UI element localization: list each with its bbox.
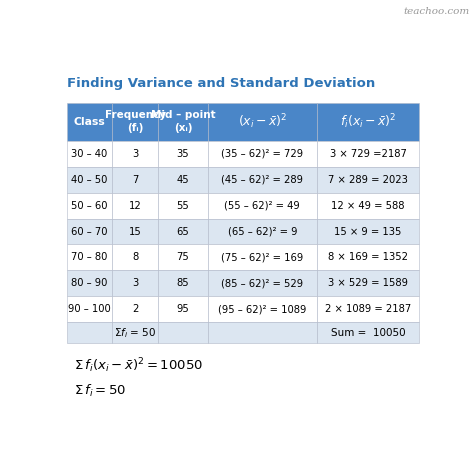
Text: 12 × 49 = 588: 12 × 49 = 588 bbox=[331, 201, 405, 210]
FancyBboxPatch shape bbox=[112, 102, 158, 141]
Text: 50 – 60: 50 – 60 bbox=[71, 201, 108, 210]
FancyBboxPatch shape bbox=[66, 102, 112, 141]
FancyBboxPatch shape bbox=[112, 245, 158, 270]
Text: 30 – 40: 30 – 40 bbox=[72, 149, 108, 159]
FancyBboxPatch shape bbox=[208, 245, 317, 270]
FancyBboxPatch shape bbox=[66, 245, 112, 270]
FancyBboxPatch shape bbox=[112, 296, 158, 322]
Text: 75: 75 bbox=[177, 253, 189, 263]
Text: 90 – 100: 90 – 100 bbox=[68, 304, 111, 314]
Text: (75 – 62)² = 169: (75 – 62)² = 169 bbox=[221, 253, 303, 263]
FancyBboxPatch shape bbox=[158, 245, 208, 270]
FancyBboxPatch shape bbox=[112, 167, 158, 192]
FancyBboxPatch shape bbox=[317, 296, 419, 322]
FancyBboxPatch shape bbox=[317, 219, 419, 245]
Text: 3: 3 bbox=[132, 149, 138, 159]
FancyBboxPatch shape bbox=[208, 192, 317, 219]
FancyBboxPatch shape bbox=[317, 141, 419, 167]
Text: 8 × 169 = 1352: 8 × 169 = 1352 bbox=[328, 253, 408, 263]
Text: (35 – 62)² = 729: (35 – 62)² = 729 bbox=[221, 149, 303, 159]
Text: 3: 3 bbox=[132, 278, 138, 288]
FancyBboxPatch shape bbox=[66, 322, 112, 343]
Text: 60 – 70: 60 – 70 bbox=[71, 227, 108, 237]
FancyBboxPatch shape bbox=[317, 270, 419, 296]
FancyBboxPatch shape bbox=[208, 167, 317, 192]
Text: 3 × 729 =2187: 3 × 729 =2187 bbox=[330, 149, 407, 159]
Text: Frequency
(fᵢ): Frequency (fᵢ) bbox=[105, 110, 166, 133]
FancyBboxPatch shape bbox=[317, 322, 419, 343]
Text: 3 × 529 = 1589: 3 × 529 = 1589 bbox=[328, 278, 408, 288]
Text: 80 – 90: 80 – 90 bbox=[71, 278, 108, 288]
FancyBboxPatch shape bbox=[158, 322, 208, 343]
FancyBboxPatch shape bbox=[112, 192, 158, 219]
Text: 7: 7 bbox=[132, 175, 138, 185]
Text: (55 – 62)² = 49: (55 – 62)² = 49 bbox=[225, 201, 300, 210]
Text: (85 – 62)² = 529: (85 – 62)² = 529 bbox=[221, 278, 303, 288]
FancyBboxPatch shape bbox=[66, 219, 112, 245]
Text: 2: 2 bbox=[132, 304, 138, 314]
Text: 15 × 9 = 135: 15 × 9 = 135 bbox=[335, 227, 402, 237]
Text: Class: Class bbox=[73, 117, 105, 127]
Text: (45 – 62)² = 289: (45 – 62)² = 289 bbox=[221, 175, 303, 185]
FancyBboxPatch shape bbox=[158, 141, 208, 167]
FancyBboxPatch shape bbox=[158, 296, 208, 322]
FancyBboxPatch shape bbox=[66, 167, 112, 192]
Text: 15: 15 bbox=[129, 227, 142, 237]
FancyBboxPatch shape bbox=[158, 102, 208, 141]
Text: 55: 55 bbox=[177, 201, 189, 210]
Text: 45: 45 bbox=[177, 175, 189, 185]
Text: $(x_i - \bar{x})^2$: $(x_i - \bar{x})^2$ bbox=[237, 112, 287, 131]
FancyBboxPatch shape bbox=[66, 141, 112, 167]
Text: 70 – 80: 70 – 80 bbox=[71, 253, 108, 263]
FancyBboxPatch shape bbox=[112, 219, 158, 245]
FancyBboxPatch shape bbox=[208, 102, 317, 141]
Text: 2 × 1089 = 2187: 2 × 1089 = 2187 bbox=[325, 304, 411, 314]
Text: Mid – point
(xᵢ): Mid – point (xᵢ) bbox=[151, 110, 215, 133]
FancyBboxPatch shape bbox=[158, 167, 208, 192]
Text: 95: 95 bbox=[177, 304, 189, 314]
Text: $\Sigma\, f_i = 50$: $\Sigma\, f_i = 50$ bbox=[74, 383, 126, 399]
FancyBboxPatch shape bbox=[158, 270, 208, 296]
FancyBboxPatch shape bbox=[158, 219, 208, 245]
Text: (95 – 62)² = 1089: (95 – 62)² = 1089 bbox=[218, 304, 307, 314]
FancyBboxPatch shape bbox=[112, 270, 158, 296]
Text: $\Sigma\, f_i(x_i - \bar{x})^2 = 10050$: $\Sigma\, f_i(x_i - \bar{x})^2 = 10050$ bbox=[74, 356, 203, 374]
Text: 35: 35 bbox=[177, 149, 189, 159]
FancyBboxPatch shape bbox=[66, 296, 112, 322]
FancyBboxPatch shape bbox=[158, 192, 208, 219]
Text: 12: 12 bbox=[129, 201, 142, 210]
FancyBboxPatch shape bbox=[66, 192, 112, 219]
FancyBboxPatch shape bbox=[208, 219, 317, 245]
FancyBboxPatch shape bbox=[112, 322, 158, 343]
FancyBboxPatch shape bbox=[317, 192, 419, 219]
Text: $f_i(x_i - \bar{x})^2$: $f_i(x_i - \bar{x})^2$ bbox=[340, 112, 396, 131]
Text: teachoo.com: teachoo.com bbox=[403, 7, 469, 16]
FancyBboxPatch shape bbox=[112, 141, 158, 167]
Text: $\Sigma f_i$ = 50: $\Sigma f_i$ = 50 bbox=[114, 326, 156, 340]
Text: Finding Variance and Standard Deviation: Finding Variance and Standard Deviation bbox=[66, 77, 375, 90]
Text: 85: 85 bbox=[177, 278, 189, 288]
FancyBboxPatch shape bbox=[208, 296, 317, 322]
FancyBboxPatch shape bbox=[317, 245, 419, 270]
FancyBboxPatch shape bbox=[208, 141, 317, 167]
Text: 8: 8 bbox=[132, 253, 138, 263]
FancyBboxPatch shape bbox=[208, 270, 317, 296]
Text: 7 × 289 = 2023: 7 × 289 = 2023 bbox=[328, 175, 408, 185]
Text: Sum =  10050: Sum = 10050 bbox=[331, 328, 405, 338]
Text: 65: 65 bbox=[177, 227, 189, 237]
Text: (65 – 62)² = 9: (65 – 62)² = 9 bbox=[228, 227, 297, 237]
Text: 40 – 50: 40 – 50 bbox=[71, 175, 108, 185]
FancyBboxPatch shape bbox=[317, 167, 419, 192]
FancyBboxPatch shape bbox=[66, 270, 112, 296]
FancyBboxPatch shape bbox=[317, 102, 419, 141]
FancyBboxPatch shape bbox=[208, 322, 317, 343]
